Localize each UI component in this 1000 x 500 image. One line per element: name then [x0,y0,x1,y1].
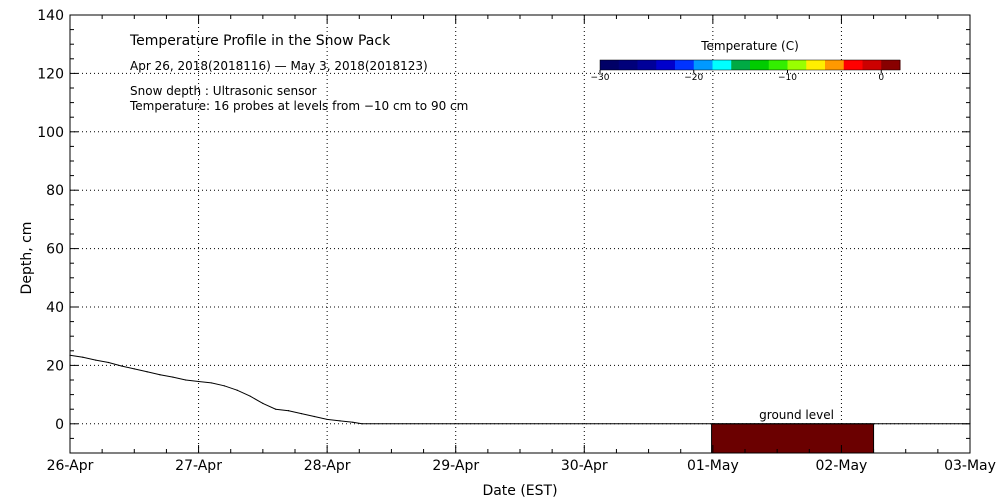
snow-depth-point [69,354,71,356]
snow-depth-point [82,356,84,358]
colorbar-segments [599,59,901,71]
snow-depth-point [210,382,213,384]
y-tick-label: 100 [37,125,64,141]
colorbar-segment [862,60,882,70]
colorbar-segment [881,60,901,70]
note-temperature: Temperature: 16 probes at levels from −1… [129,99,468,113]
colorbar-segment [825,60,845,70]
colorbar-segment [750,60,770,70]
snow-depth-point [146,371,148,373]
snow-depth-point [275,408,277,410]
snow-depth-point [339,420,341,422]
chart-subtitle: Apr 26, 2018(2018116) — May 3, 2018(2018… [130,59,428,73]
ground-level-bar [711,423,875,454]
y-axis-ticks: 0 20 40 60 80 100 120 140 [37,8,970,454]
colorbar: Temperature (C) −30 −20 −10 0 [591,39,901,83]
x-tick-label: 30-Apr [561,458,608,474]
ground-level-group: ground level [711,408,875,454]
colorbar-segment [731,60,751,70]
snow-depth-point [313,415,315,418]
colorbar-segment [637,60,657,70]
y-tick-label: 40 [46,300,64,316]
x-axis-label: Date (EST) [482,483,557,499]
colorbar-segment [675,60,695,70]
snow-depth-point [133,368,135,370]
x-tick-label: 29-Apr [432,458,479,474]
y-tick-label: 140 [37,8,64,24]
y-tick-label: 0 [55,417,64,433]
y-axis-label: Depth, cm [19,222,35,295]
y-tick-label: 120 [37,66,64,82]
colorbar-segment [768,60,788,70]
ground-level-label: ground level [759,408,834,422]
colorbar-tick-label: 0 [878,73,884,83]
snow-depth-point [361,423,363,425]
snow-depth-point [159,374,161,376]
plot-frame [69,14,971,454]
snow-depth-point [172,376,174,378]
x-tick-label: 01-May [687,458,739,474]
colorbar-border [599,59,901,71]
snow-depth-point [223,385,225,387]
colorbar-segment [656,60,676,70]
series-group [69,354,971,425]
grid-lines [70,15,970,453]
snow-depth-point [197,380,200,383]
snow-depth-point [352,421,354,423]
colorbar-segment [843,60,863,70]
x-axis-ticks: 26-Apr 27-Apr 28-Apr 29-Apr 30-Apr 01-May 02-M… [47,15,996,474]
snow-depth-point [262,402,264,404]
colorbar-title: Temperature (C) [700,39,799,53]
snow-depth-point [120,365,123,367]
y-tick-label: 80 [46,183,64,199]
colorbar-segment [787,60,807,70]
x-tick-label: 02-May [816,458,868,474]
note-snow-depth: Snow depth : Ultrasonic sensor [130,84,317,98]
colorbar-segment [806,60,826,70]
x-tick-label: 03-May [944,458,996,474]
colorbar-segment [618,60,638,70]
colorbar-tick-label: −30 [591,73,610,83]
x-tick-label: 26-Apr [47,458,94,474]
snow-depth-point [249,395,251,397]
x-tick-label: 28-Apr [304,458,351,474]
snow-depth-point [95,359,97,361]
snow-depth-point [300,412,303,415]
colorbar-segment [693,60,713,70]
colorbar-ticks: −30 −20 −10 0 [591,70,884,83]
y-tick-label: 20 [46,358,64,374]
snow-depth-point [287,410,290,412]
y-tick-label: 60 [46,242,64,258]
snow-depth-point [107,361,110,364]
x-tick-label: 27-Apr [175,458,222,474]
snow-depth-point [185,379,187,381]
colorbar-segment [712,60,732,70]
colorbar-segment [600,60,620,70]
snow-depth-point [236,389,238,391]
colorbar-tick-label: −10 [778,73,797,83]
colorbar-tick-label: −20 [684,73,703,83]
snow-depth-point [326,418,328,421]
chart-title: Temperature Profile in the Snow Pack [129,33,391,49]
